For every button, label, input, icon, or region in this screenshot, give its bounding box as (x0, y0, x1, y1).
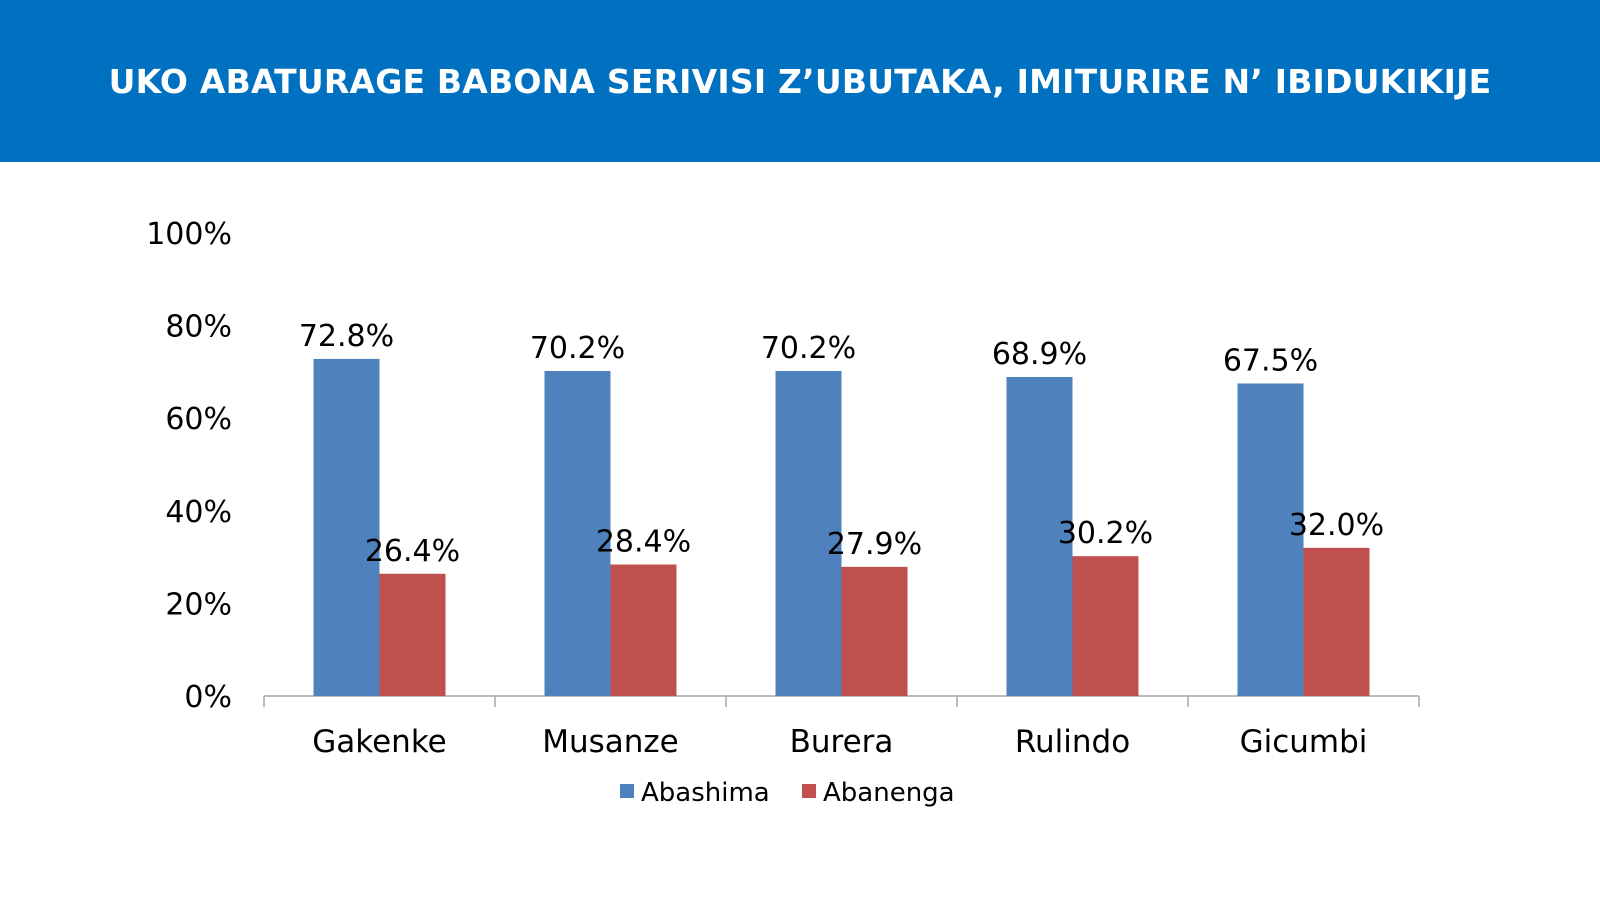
bar-abanenga (1303, 547, 1370, 696)
header-banner: UKO ABATURAGE BABONA SERIVISI Z’UBUTAKA,… (0, 0, 1600, 162)
bar-abanenga (610, 564, 677, 696)
y-tick-label: 0% (184, 680, 232, 715)
data-label: 27.9% (827, 527, 922, 562)
bar-abashima (544, 370, 611, 696)
data-label: 70.2% (761, 331, 856, 366)
x-tick-label: Gicumbi (1240, 724, 1368, 760)
x-tick-label: Burera (790, 724, 894, 760)
bar-abanenga (1072, 556, 1139, 696)
data-label: 72.8% (299, 319, 394, 354)
data-label: 26.4% (365, 534, 460, 569)
chart-title: UKO ABATURAGE BABONA SERIVISI Z’UBUTAKA,… (108, 61, 1492, 101)
data-label: 70.2% (530, 331, 625, 366)
bar-abashima (1006, 376, 1073, 696)
y-tick-label: 40% (165, 495, 232, 530)
y-tick-label: 80% (165, 310, 232, 345)
legend-swatch-abanenga (802, 784, 816, 798)
data-label: 32.0% (1289, 508, 1384, 543)
legend-swatch-abashima (620, 784, 634, 798)
x-tick-label: Musanze (542, 724, 679, 760)
y-tick-label: 20% (165, 587, 232, 622)
bar-abashima (1237, 383, 1304, 696)
y-tick-label: 100% (146, 217, 232, 252)
data-label: 68.9% (992, 337, 1087, 372)
data-label: 67.5% (1223, 343, 1318, 378)
bar-abanenga (379, 573, 446, 696)
x-tick-label: Gakenke (312, 724, 447, 760)
legend-label: Abanenga (823, 778, 955, 808)
legend-label: Abashima (641, 778, 770, 808)
bar-abashima (313, 358, 380, 696)
x-tick-label: Rulindo (1015, 724, 1130, 760)
bar-abashima (775, 370, 842, 696)
bar-abanenga (841, 566, 908, 696)
data-label: 30.2% (1058, 516, 1153, 551)
data-label: 28.4% (596, 525, 691, 560)
y-tick-label: 60% (165, 402, 232, 437)
